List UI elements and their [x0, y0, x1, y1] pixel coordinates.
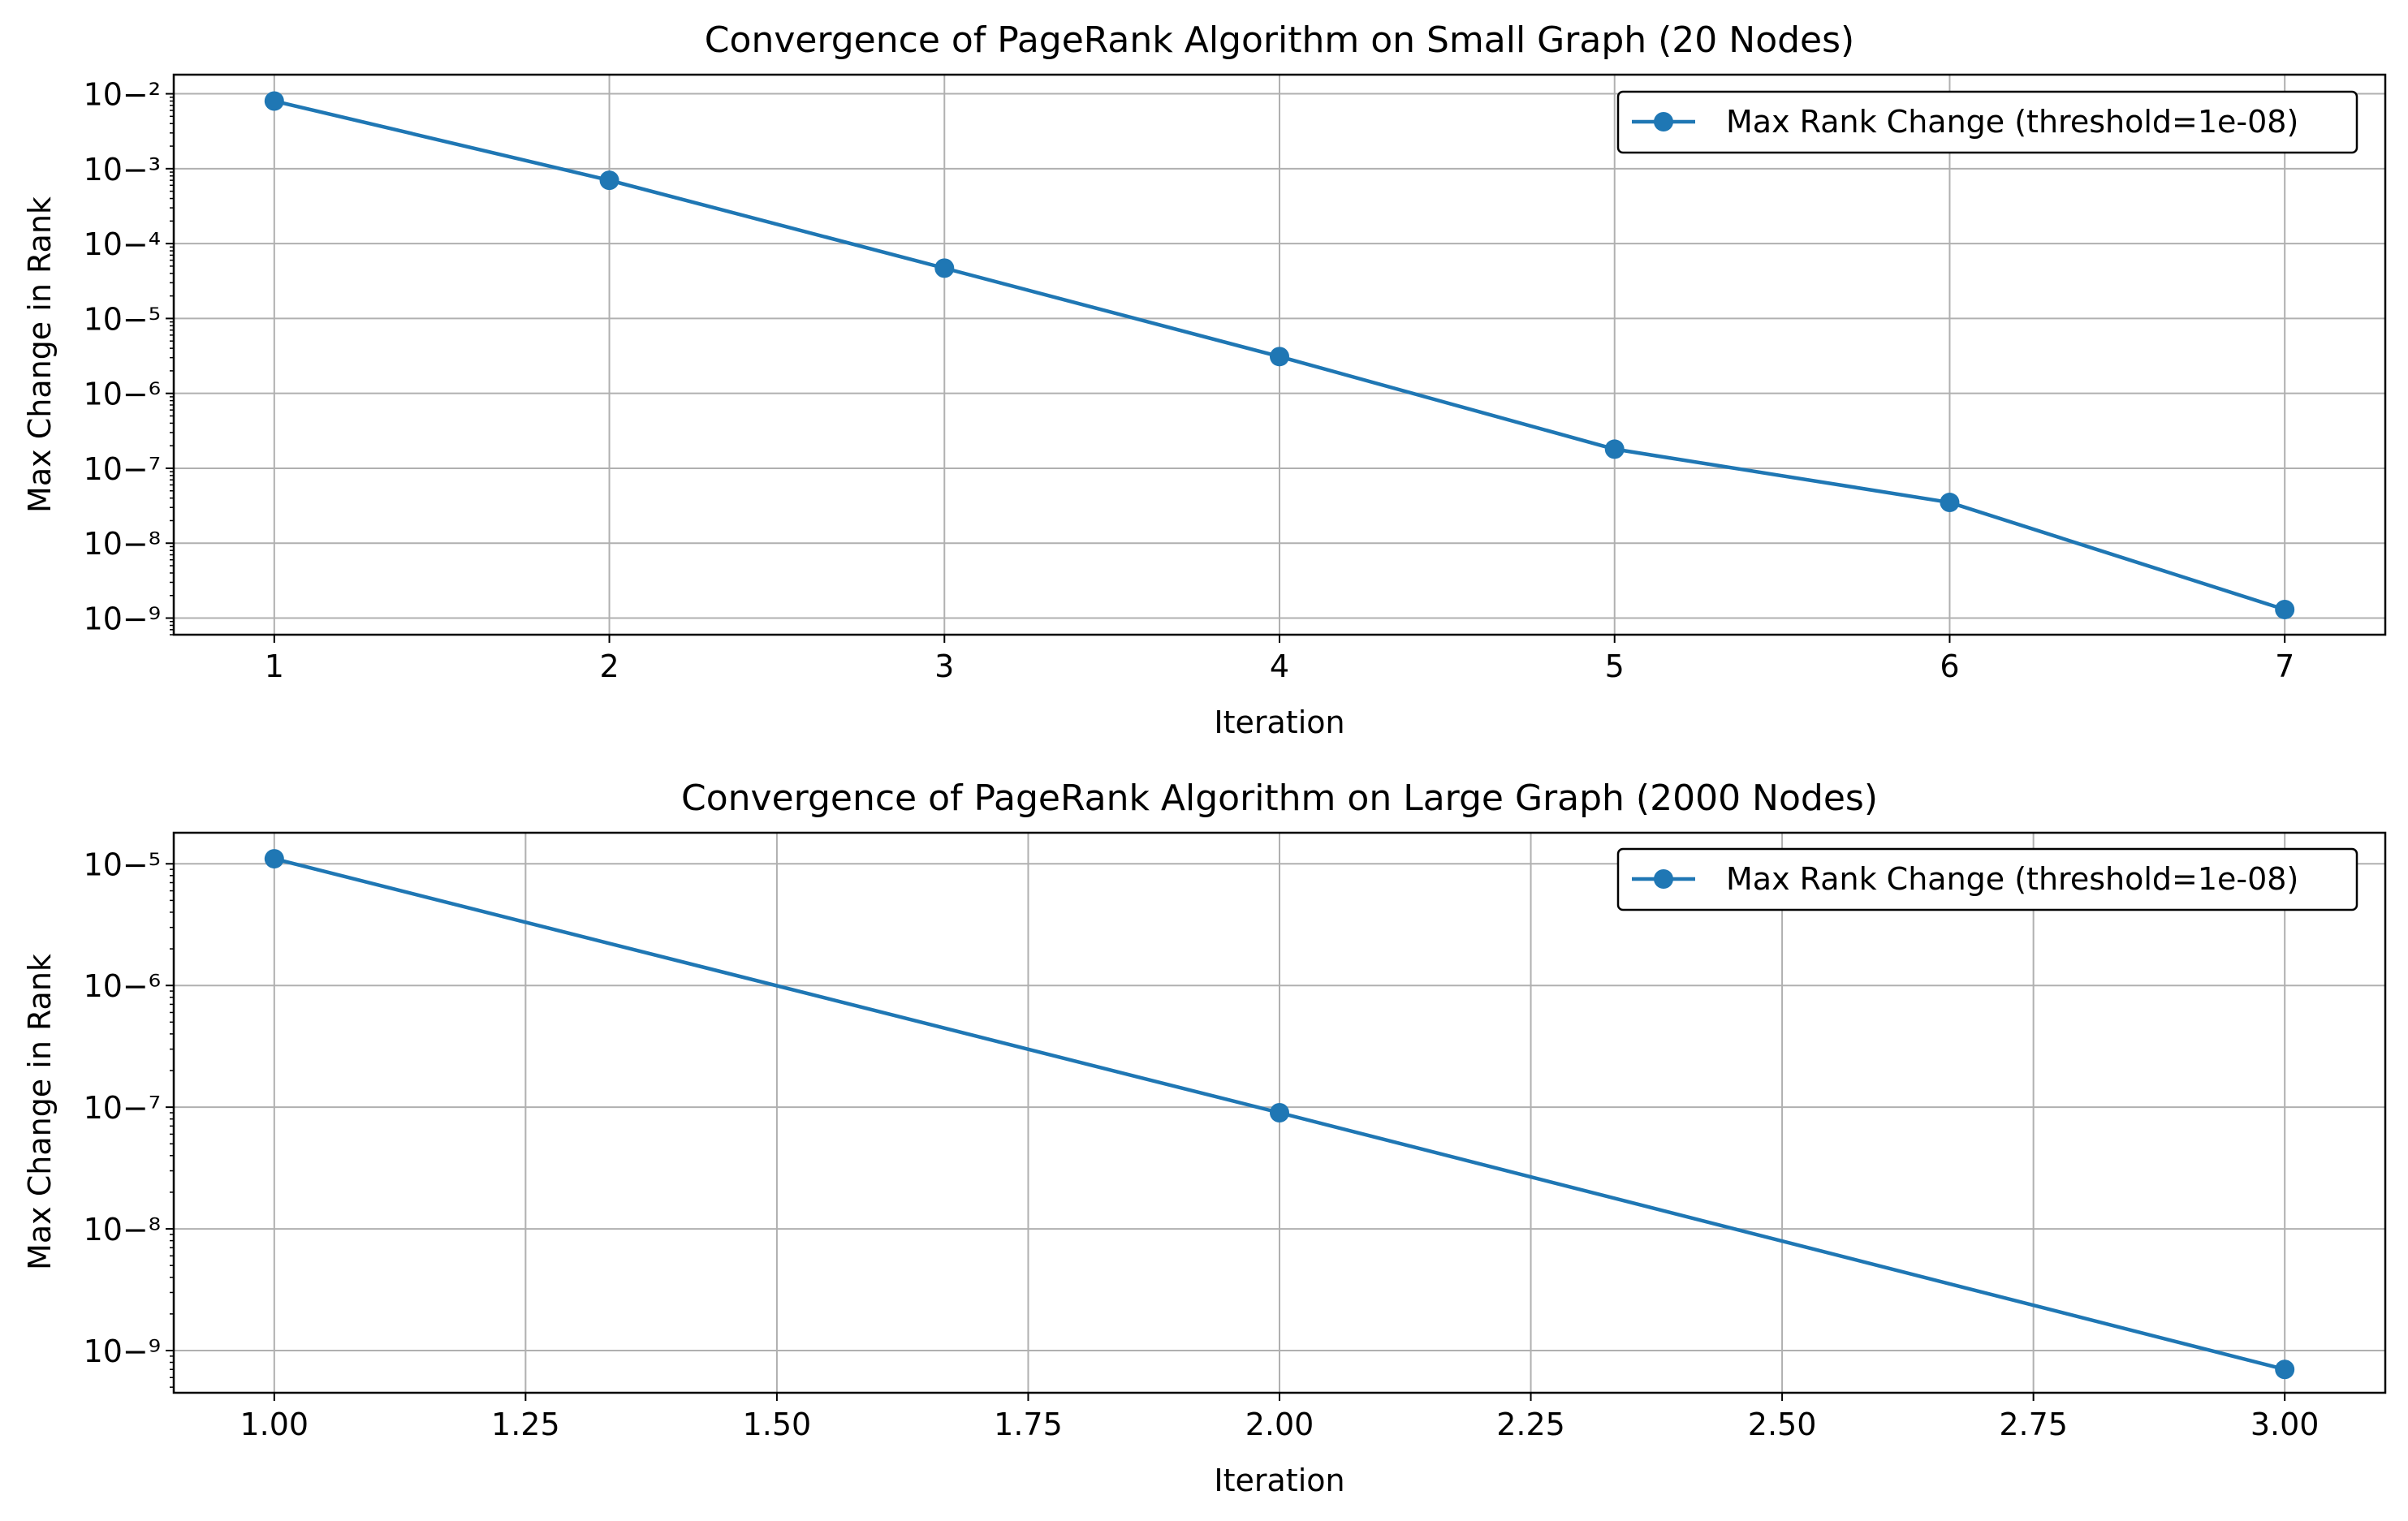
y-tick-label: 10−⁴ [84, 226, 161, 262]
y-tick-label: 10−⁸ [84, 526, 161, 562]
legend-box [1616, 90, 2358, 154]
data-point [2275, 600, 2295, 620]
data-point [264, 849, 284, 869]
data-point [264, 91, 284, 111]
y-tick-label: 10−⁵ [84, 301, 161, 337]
chart-title: Convergence of PageRank Algorithm on Sma… [705, 19, 1854, 61]
x-tick-label: 1.75 [994, 1407, 1063, 1442]
legend-marker-swatch [1654, 112, 1673, 131]
y-tick-label: 10−⁷ [84, 1090, 161, 1126]
data-point [1270, 347, 1289, 367]
legend-marker-swatch [1654, 869, 1673, 889]
data-point [934, 258, 955, 278]
small-graph-chart: Convergence of PageRank Algorithm on Sma… [22, 19, 2387, 740]
data-point [599, 170, 619, 191]
legend-label: Max Rank Change (threshold=1e-08) [1726, 861, 2298, 897]
data-point [1604, 439, 1625, 459]
x-tick-label: 5 [1605, 648, 1625, 684]
x-tick-label: 1.50 [743, 1407, 812, 1442]
y-tick-label: 10−⁷ [84, 451, 161, 487]
y-tick-label: 10−⁸ [84, 1212, 161, 1247]
x-tick-label: 2.50 [1748, 1407, 1817, 1442]
x-tick-label: 3 [934, 648, 954, 684]
legend-label: Max Rank Change (threshold=1e-08) [1726, 104, 2298, 140]
y-tick-label: 10−³ [84, 152, 161, 187]
y-tick-label: 10−⁹ [84, 601, 161, 637]
x-tick-label: 1.00 [240, 1407, 309, 1442]
data-point [2275, 1359, 2295, 1380]
x-tick-label: 1 [265, 648, 284, 684]
chart-title: Convergence of PageRank Algorithm on Lar… [681, 778, 1878, 819]
x-tick-label: 2.00 [1245, 1407, 1314, 1442]
x-axis-label: Iteration [1214, 704, 1344, 740]
y-axis-label: Max Change in Rank [22, 954, 58, 1270]
y-tick-label: 10−⁶ [84, 377, 161, 412]
legend-box [1616, 847, 2358, 911]
x-tick-label: 2 [599, 648, 619, 684]
x-tick-label: 2.25 [1496, 1407, 1565, 1442]
x-tick-label: 4 [1270, 648, 1289, 684]
x-tick-label: 1.25 [491, 1407, 560, 1442]
data-point [1270, 1103, 1289, 1122]
y-tick-label: 10−⁹ [84, 1334, 161, 1369]
plot-frame [172, 73, 2387, 636]
data-point [1940, 493, 1960, 513]
plot-frame [172, 831, 2387, 1394]
y-axis-label: Max Change in Rank [22, 196, 58, 513]
y-tick-label: 10−⁶ [84, 968, 161, 1004]
x-tick-label: 3.00 [2250, 1407, 2320, 1442]
y-tick-label: 10−⁵ [84, 847, 161, 882]
legend: Max Rank Change (threshold=1e-08) [1616, 90, 2358, 154]
x-axis-label: Iteration [1214, 1463, 1344, 1498]
x-tick-label: 2.75 [1999, 1407, 2068, 1442]
legend: Max Rank Change (threshold=1e-08) [1616, 847, 2358, 911]
x-tick-label: 7 [2275, 648, 2294, 684]
x-tick-label: 6 [1940, 648, 1959, 684]
large-graph-chart: Convergence of PageRank Algorithm on Lar… [22, 778, 2387, 1498]
y-tick-label: 10−² [84, 77, 161, 113]
